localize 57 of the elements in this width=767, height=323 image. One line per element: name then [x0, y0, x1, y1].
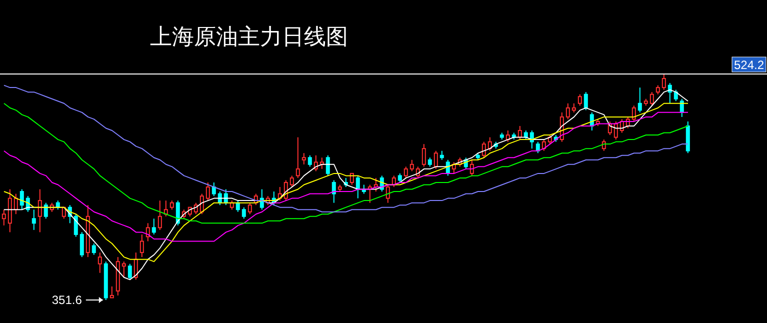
candlestick [350, 172, 354, 186]
chart-title: 上海原油主力日线图 [150, 24, 348, 52]
candlestick [398, 172, 402, 183]
candlestick [20, 188, 24, 210]
candlestick [314, 154, 318, 172]
candlestick [140, 234, 144, 258]
candlestick [662, 74, 666, 90]
candlestick [548, 134, 552, 145]
candlestick [296, 136, 300, 178]
candlestick [74, 214, 78, 238]
candlestick [536, 141, 540, 154]
candlestick [206, 182, 210, 202]
candlestick [422, 144, 426, 168]
candlestick [200, 193, 204, 215]
candlestick [356, 175, 360, 199]
candlestick [326, 154, 330, 176]
candlestick [386, 184, 390, 204]
candlestick [674, 89, 678, 102]
candlestick [656, 84, 660, 95]
candlestick [332, 180, 336, 204]
candlestick [428, 157, 432, 168]
candlestick [110, 286, 114, 298]
candlestick [440, 150, 444, 160]
candlestick [98, 252, 102, 274]
candlestick [518, 125, 522, 140]
candlestick [92, 243, 96, 256]
annotation: 351.6 [52, 293, 82, 307]
candlestick [158, 200, 162, 230]
candlestick [146, 222, 150, 242]
candlestick [122, 261, 126, 278]
candlestick [302, 152, 306, 165]
candlestick [638, 87, 642, 113]
candlestick [128, 263, 132, 280]
candlestick [170, 200, 174, 210]
candlestick [566, 102, 570, 120]
candlestick [212, 182, 216, 197]
annotation: 524.2 [734, 58, 764, 72]
candlestick [572, 102, 576, 113]
candlestick [578, 94, 582, 106]
candlestick [482, 141, 486, 158]
candlestick [32, 209, 36, 230]
candlestick [242, 206, 246, 220]
candlestick [44, 202, 48, 220]
candlestick [80, 232, 84, 258]
candlestick [410, 159, 414, 172]
candlestick [404, 166, 408, 178]
candlestick [248, 202, 252, 215]
candlestick [650, 92, 654, 106]
candlestick [152, 218, 156, 235]
candlestick [584, 92, 588, 111]
candlestick [308, 154, 312, 168]
candlestick [632, 105, 636, 122]
candlestick [434, 150, 438, 170]
candlestick [614, 120, 618, 140]
candlestick [470, 159, 474, 176]
candlestick [290, 175, 294, 188]
candlestick [38, 188, 42, 233]
